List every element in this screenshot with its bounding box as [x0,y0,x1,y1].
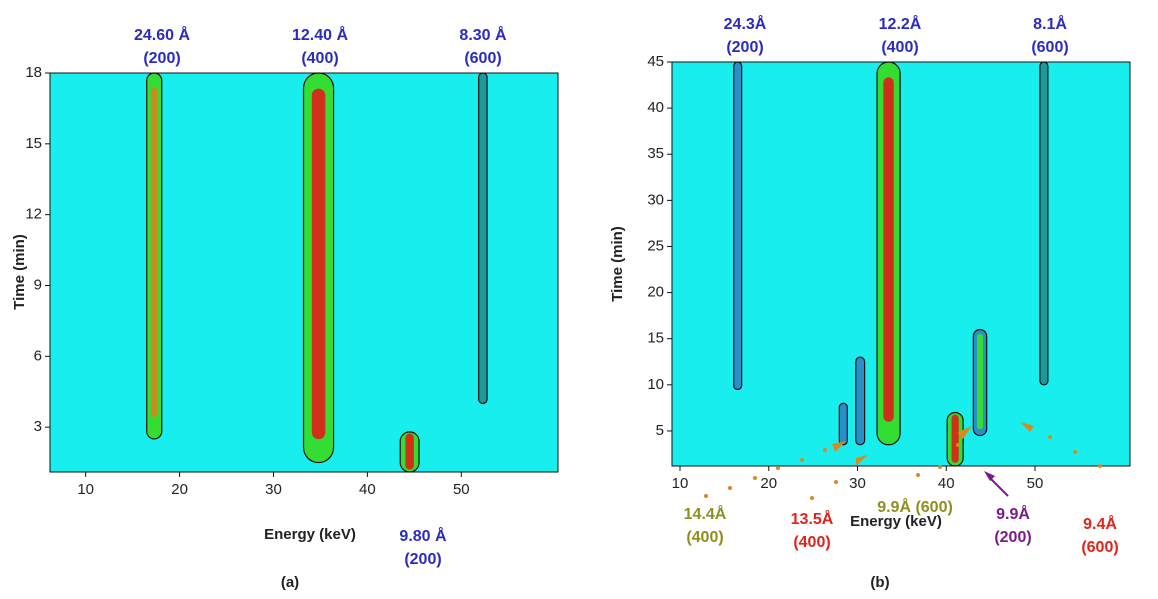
y-axis-label: Time (min) [11,234,28,310]
contour-core [977,333,983,430]
contour-core [150,87,158,417]
y-tick-label: 45 [647,53,664,70]
plot-frame [671,61,1131,467]
contour-peak [838,402,848,446]
annotation: 9.9Å [996,504,1030,523]
y-tick-label: 3 [34,418,42,435]
annotation: 9.9Å (600) [877,497,953,516]
x-tick-label: 50 [453,481,470,498]
panel: 10 20 30 40 50 5 10 15 20 25 30 35 40 45 Energy (keV) T… [609,14,1131,591]
panel-label: (a) [281,574,299,591]
annotation: (600) [1031,39,1068,56]
y-tick-label: 6 [34,347,42,364]
contour-core [311,88,326,440]
plot-frame [49,72,559,473]
y-tick-label: 15 [647,330,664,347]
annotation: (600) [464,50,501,67]
annotation: 12.2Å [879,14,922,33]
y-tick-label: 10 [647,376,664,393]
contour-peak [1039,61,1049,386]
y-tick-label: 9 [34,276,42,293]
annotation: (400) [881,39,918,56]
y-tick-label: 12 [25,206,42,223]
annotation: (400) [301,50,338,67]
x-tick-label: 40 [359,481,376,498]
annotation: 9.4Å [1083,514,1117,533]
panel: 10 20 30 40 50 3 6 9 12 15 18 Energy (keV) Time (min… [11,25,559,591]
y-tick-label: 15 [25,135,42,152]
plot-area [672,62,1130,466]
annotation: (200) [404,551,441,568]
y-tick-label: 18 [25,64,42,81]
annotation: (200) [726,39,763,56]
contour-peak [733,61,743,391]
annotation: 8.30 Å [459,25,507,44]
y-axis-label: Time (min) [609,226,626,302]
annotation: (400) [793,534,830,551]
y-tick-label: 30 [647,191,664,208]
x-tick-label: 50 [1027,475,1044,492]
contour-core [405,433,414,470]
y-tick-label: 20 [647,284,664,301]
x-tick-label: 30 [849,475,866,492]
annotation: 24.3Å [724,14,767,33]
annotation: 12.40 Å [292,25,348,44]
x-tick-label: 30 [265,481,282,498]
annotation: (400) [686,529,723,546]
x-tick-label: 40 [938,475,955,492]
x-axis-label: Energy (keV) [850,513,942,530]
x-tick-label: 20 [171,481,188,498]
annotation: (200) [143,50,180,67]
contour-peak [478,72,488,405]
annotation: (200) [994,529,1031,546]
annotation: 14.4Å [684,504,727,523]
y-tick-label: 40 [647,99,664,116]
annotation: 24.60 Å [134,25,190,44]
contour-core [883,77,894,422]
y-tick-label: 25 [647,237,664,254]
annotation: 9.80 Å [399,526,447,545]
x-tick-label: 10 [672,475,689,492]
x-tick-label: 20 [760,475,777,492]
y-tick-label: 35 [647,145,664,162]
x-axis-label: Energy (keV) [264,526,356,543]
contour-peak [855,356,866,446]
x-tick-label: 10 [77,481,94,498]
annotation: 8.1Å [1033,14,1067,33]
panel-label: (b) [870,574,889,591]
y-tick-label: 5 [656,422,664,439]
annotation: 13.5Å [791,509,834,528]
annotation: (600) [1081,539,1118,556]
arrows [704,422,1102,500]
contour-core [951,414,959,463]
